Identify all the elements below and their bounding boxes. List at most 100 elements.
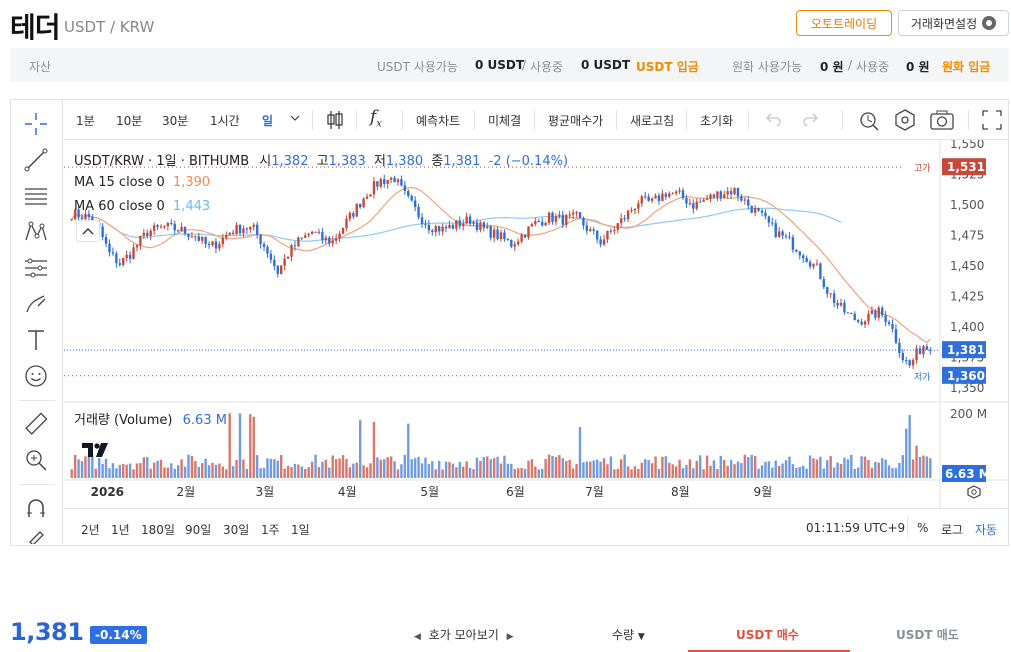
volume-bar: [434, 469, 437, 478]
ma15-line: [71, 186, 931, 344]
fullscreen-button[interactable]: [982, 110, 1002, 133]
volume-bar: [705, 455, 709, 478]
volume-bar: [132, 469, 135, 478]
tradingview-logo[interactable]: [82, 442, 108, 461]
candle-body: [558, 214, 561, 217]
ma15-legend[interactable]: MA 15 close 0 1,390: [74, 175, 210, 190]
redo-icon: [803, 113, 818, 127]
candle-body: [84, 213, 87, 219]
candle-body: [918, 348, 922, 355]
candle-body: [304, 235, 307, 238]
volume-bar: [523, 469, 527, 478]
undo-button[interactable]: [766, 112, 782, 129]
range-90d[interactable]: 90일: [185, 523, 212, 537]
redo-button[interactable]: [802, 112, 818, 129]
emoji-tool[interactable]: [22, 362, 50, 390]
toolbar-sep: [402, 110, 403, 130]
candle-body: [183, 226, 187, 234]
candle-body: [867, 313, 870, 322]
volume-bar: [527, 460, 530, 478]
interval-1d[interactable]: 일: [262, 114, 274, 128]
chart-settings-button[interactable]: [894, 109, 916, 134]
volume-bar: [918, 456, 922, 478]
replay-button[interactable]: [858, 109, 880, 134]
range-1y[interactable]: 1년: [111, 523, 130, 537]
interval-dropdown[interactable]: [290, 112, 300, 126]
clock[interactable]: 01:11:59 UTC+9: [806, 521, 906, 535]
volume-bar: [465, 461, 468, 478]
volume-bar: [84, 456, 87, 478]
trendline-tool[interactable]: [22, 146, 50, 174]
volume-bar: [795, 467, 798, 478]
range-180d[interactable]: 180일: [141, 523, 175, 537]
candle-body: [915, 348, 918, 361]
candle-body: [437, 226, 441, 232]
chart-plot[interactable]: 1,5501,5251,5001,4751,4501,4251,4001,375…: [64, 140, 1008, 545]
refresh-button[interactable]: 새로고침: [630, 114, 675, 128]
percent-scale-toggle[interactable]: %: [917, 521, 929, 535]
screenshot-button[interactable]: [930, 109, 954, 134]
auto-trading-button[interactable]: 오토트레이딩: [796, 10, 892, 36]
candle-body: [911, 360, 915, 366]
interval-1h[interactable]: 1시간: [210, 114, 240, 128]
brush-tool[interactable]: [22, 290, 50, 318]
avg-buy-price-button[interactable]: 평균매수가: [548, 114, 604, 128]
fib-tool[interactable]: [22, 182, 50, 210]
volume-legend[interactable]: 거래량 (Volume) 6.63 M: [74, 409, 227, 428]
prediction-tool[interactable]: [22, 254, 50, 282]
candle-body: [554, 216, 558, 222]
text-tool[interactable]: [22, 326, 50, 354]
buy-tab[interactable]: USDT 매수: [688, 612, 850, 652]
candle-body: [407, 190, 410, 196]
volume-bar: [712, 460, 716, 478]
volume-bar: [259, 468, 262, 478]
volume-bar: [609, 456, 613, 478]
interval-1m[interactable]: 1분: [76, 114, 95, 128]
candlestick-icon: [327, 111, 343, 129]
zoom-tool[interactable]: [22, 446, 50, 474]
volume-bar: [764, 461, 767, 478]
candle-body: [510, 239, 513, 247]
ma60-legend[interactable]: MA 60 close 0 1,443: [74, 199, 210, 214]
indicators-button[interactable]: fx: [370, 107, 382, 129]
quantity-label: 수량: [612, 628, 635, 642]
range-2y[interactable]: 2년: [81, 523, 100, 537]
ma60-label: MA 60 close 0: [74, 199, 165, 214]
toolbar-sep: [312, 110, 313, 130]
range-1w[interactable]: 1주: [261, 523, 280, 537]
range-1d[interactable]: 1일: [291, 523, 310, 537]
volume-bar: [417, 456, 420, 478]
auto-scale-toggle[interactable]: 자동: [975, 523, 998, 537]
volume-bar: [860, 456, 863, 478]
krw-deposit-link[interactable]: 원화 입금: [942, 60, 991, 74]
chart-type-button[interactable]: [326, 110, 344, 133]
collapse-legend-button[interactable]: [76, 220, 100, 242]
chevron-down-icon: [290, 115, 300, 121]
screen-settings-button[interactable]: 거래화면설정: [898, 10, 1009, 36]
usdt-deposit-link[interactable]: USDT 입금: [636, 60, 699, 74]
volume-bar: [510, 463, 513, 478]
volume-bar: [358, 420, 362, 478]
price-volume-chart[interactable]: 1,5501,5251,5001,4751,4501,4251,4001,375…: [64, 140, 1008, 508]
volume-bar: [681, 468, 685, 478]
interval-10m[interactable]: 10분: [116, 114, 143, 128]
volume-bar: [194, 460, 197, 478]
interval-30m[interactable]: 30분: [162, 114, 189, 128]
price-axis-tick: 1,500: [950, 198, 984, 212]
log-scale-toggle[interactable]: 로그: [941, 523, 964, 537]
usdt-available-label: USDT 사용가능: [377, 60, 458, 74]
quantity-sort[interactable]: 수량 ▼: [612, 626, 645, 643]
reset-button[interactable]: 초기화: [700, 114, 734, 128]
orderbook-view-toggle[interactable]: ◀ 호가 모아보기 ▶: [414, 626, 514, 643]
prediction-chart-button[interactable]: 예측차트: [416, 114, 461, 128]
toolbar-sep: [686, 110, 687, 130]
ruler-tool[interactable]: [22, 410, 50, 438]
magnet-tool[interactable]: [22, 494, 50, 522]
volume-bar: [613, 469, 616, 478]
candle-body: [417, 207, 420, 218]
crosshair-tool[interactable]: [22, 110, 50, 138]
range-30d[interactable]: 30일: [223, 523, 250, 537]
pencil-tool[interactable]: [22, 526, 50, 544]
pattern-tool[interactable]: [22, 218, 50, 246]
open-orders-button[interactable]: 미체결: [488, 114, 522, 128]
